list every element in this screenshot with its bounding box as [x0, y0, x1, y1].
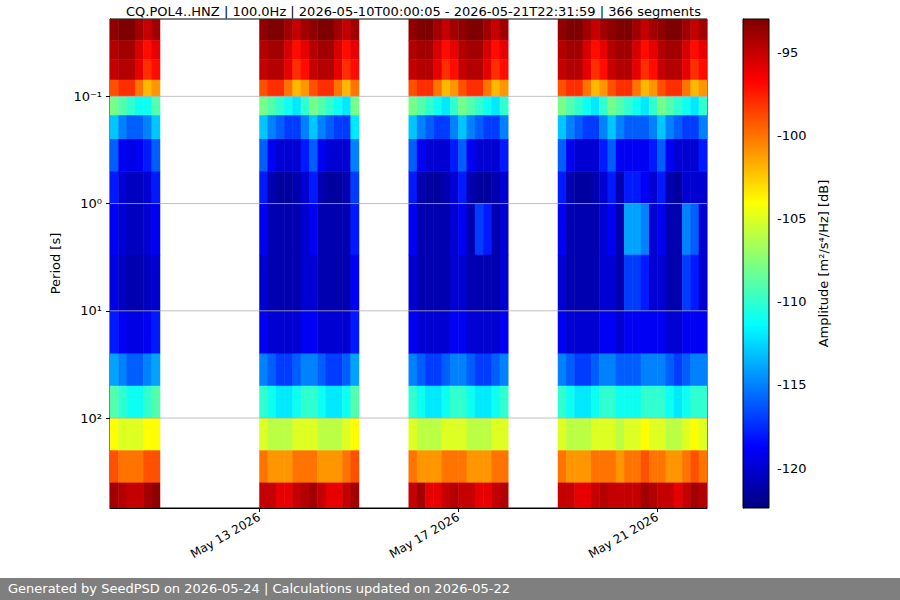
svg-text:May 21 2026: May 21 2026 [586, 510, 661, 561]
svg-text:10⁰: 10⁰ [80, 196, 102, 211]
svg-text:-120: -120 [777, 461, 807, 476]
svg-text:Period [s]: Period [s] [48, 233, 63, 295]
svg-text:-95: -95 [777, 45, 798, 60]
svg-text:May 17 2026: May 17 2026 [387, 510, 462, 561]
svg-text:Amplitude [m²/s⁴/Hz] [dB]: Amplitude [m²/s⁴/Hz] [dB] [816, 180, 831, 348]
svg-text:May 13 2026: May 13 2026 [188, 510, 263, 561]
svg-text:-100: -100 [777, 128, 807, 143]
svg-text:-115: -115 [777, 377, 807, 392]
svg-text:CQ.POL4..HNZ | 100.0Hz | 2026-: CQ.POL4..HNZ | 100.0Hz | 2026-05-10T00:0… [126, 4, 701, 19]
svg-text:-105: -105 [777, 211, 807, 226]
svg-text:-110: -110 [777, 294, 807, 309]
svg-text:Generated by SeedPSD on 2026-0: Generated by SeedPSD on 2026-05-24 | Cal… [8, 581, 510, 596]
svg-text:10⁻¹: 10⁻¹ [73, 89, 102, 104]
svg-text:10²: 10² [80, 411, 102, 426]
svg-text:10¹: 10¹ [80, 303, 102, 318]
